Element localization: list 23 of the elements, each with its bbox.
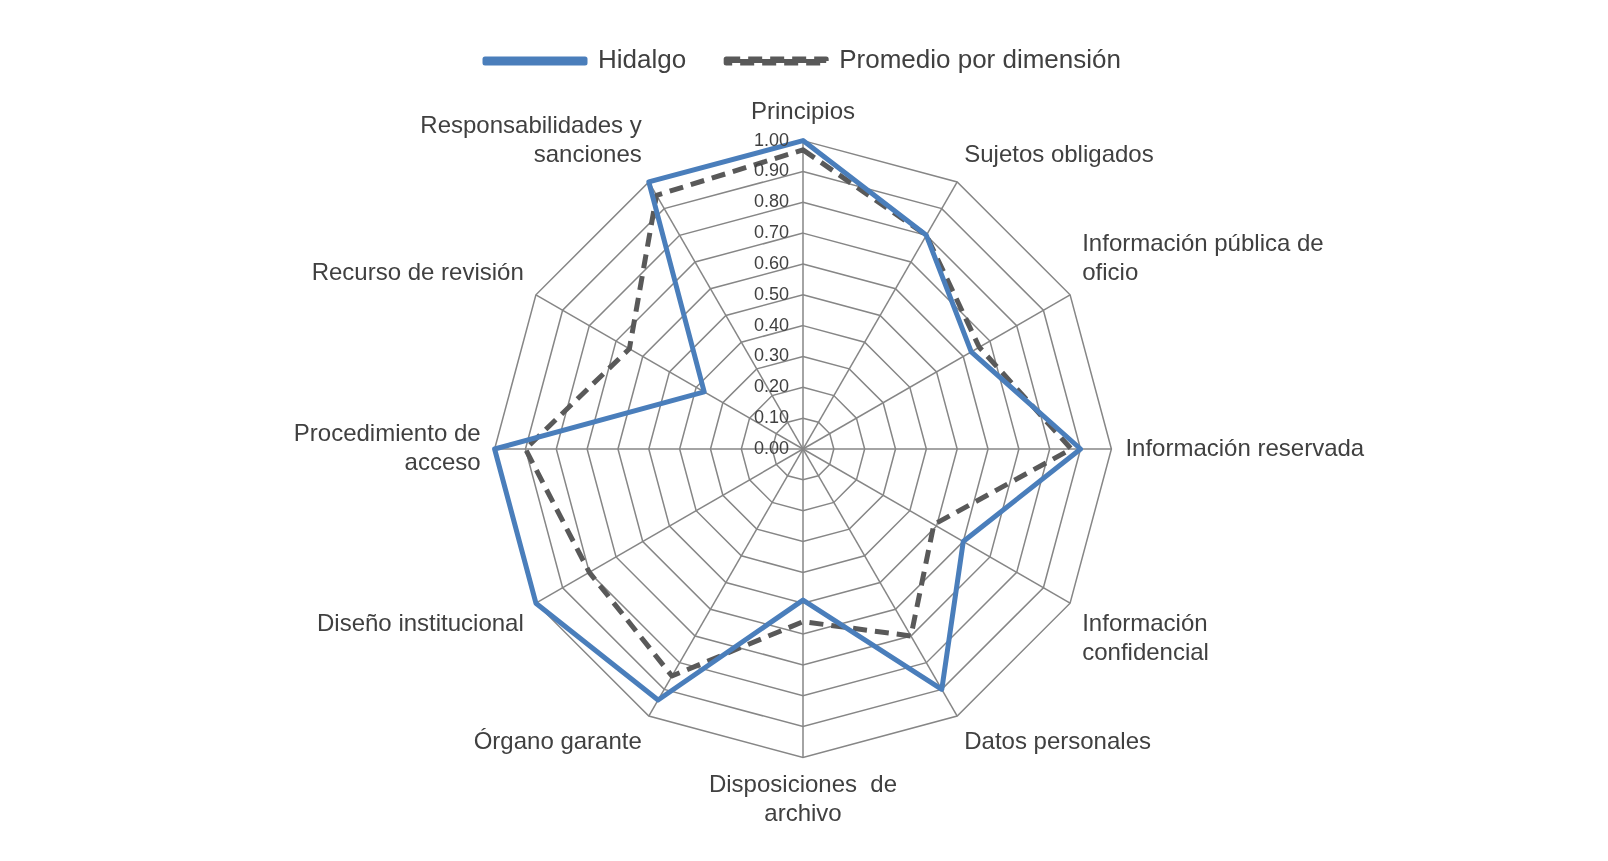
legend-label: Promedio por dimensión [839, 44, 1121, 75]
spoke-label: Principios [750, 96, 856, 124]
y-tick-label: 0.00 [753, 437, 789, 458]
y-tick-label: 0.80 [753, 191, 789, 212]
spoke-label: Sujetos obligados [964, 140, 1154, 168]
spoke-label: Órgano garante [473, 727, 642, 755]
legend-label: Hidalgo [598, 44, 687, 75]
spoke-label: Procedimiento de acceso [293, 419, 481, 476]
spoke-label: Información pública de oficio [1082, 229, 1324, 286]
y-tick-label: 0.40 [753, 314, 789, 335]
spoke-label: Diseño institucional [317, 609, 524, 637]
y-tick-label: 0.50 [753, 283, 789, 304]
y-tick-label: 0.90 [753, 160, 789, 181]
y-tick-label: 0.70 [753, 222, 789, 243]
spoke-label: Disposiciones de archivo [708, 770, 898, 827]
spoke-label: Responsabilidades y sanciones [420, 111, 642, 168]
spoke-label: Información reservada [1125, 433, 1365, 461]
y-tick-label: 1.00 [753, 129, 789, 150]
y-tick-label: 0.30 [753, 345, 789, 366]
spoke-label: Información confidencial [1082, 609, 1209, 666]
y-tick-label: 0.60 [753, 252, 789, 273]
spoke-label: Recurso de revisión [311, 258, 524, 286]
spoke-label: Datos personales [964, 727, 1151, 755]
